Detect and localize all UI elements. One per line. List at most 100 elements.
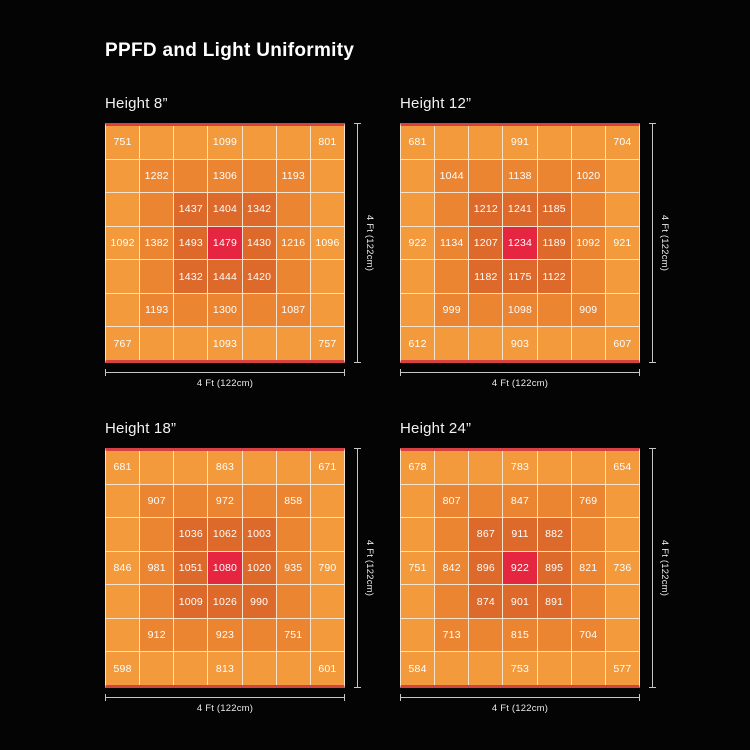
heatmap-cell: 753: [503, 652, 537, 685]
heatmap-cell: 751: [106, 126, 140, 159]
heatmap-cell: 990: [242, 585, 276, 618]
heatmap-grid: 678 783 654 807 847 769 867 911 882 751 842 896 922 8…: [400, 448, 640, 688]
heatmap-cell: [242, 159, 276, 193]
heatmap-cell: [537, 293, 571, 327]
heatmap-cell: [537, 327, 571, 360]
heatmap-cell: [401, 293, 435, 327]
heatmap-cell: [140, 451, 174, 484]
heatmap-cell: [571, 518, 605, 551]
heatmap-cell: 1080: [208, 551, 242, 585]
heatmap-cell: 751: [401, 551, 435, 585]
heatmap-cell: 783: [503, 451, 537, 484]
heatmap-cell: [140, 126, 174, 159]
heatmap-cell: [242, 293, 276, 327]
heatmap-cell: 790: [310, 551, 344, 585]
heatmap-cell: [174, 451, 208, 484]
heatmap-cell: [174, 126, 208, 159]
heatmap-cell: 1036: [174, 518, 208, 551]
heatmap-cell: [537, 126, 571, 159]
heatmap-cell: [174, 327, 208, 360]
heatmap-cell: 1003: [242, 518, 276, 551]
heatmap-cell: 907: [140, 484, 174, 518]
y-axis-line: [354, 123, 361, 363]
panel-height-12: Height 12” 681 991 704 1044 1138 1020 1212 1241…: [400, 95, 700, 389]
heatmap-cell: 1138: [503, 159, 537, 193]
heatmap-cell: 815: [503, 618, 537, 652]
heatmap-cell: [401, 518, 435, 551]
panel-title-height-12: Height 12”: [400, 95, 472, 112]
heatmap-cell: 671: [310, 451, 344, 484]
heatmap-cell: 867: [469, 518, 503, 551]
heatmap-cell: [276, 652, 310, 685]
heatmap-cell: [310, 293, 344, 327]
heatmap-cell: 1182: [469, 260, 503, 293]
x-axis-line: [105, 369, 345, 376]
heatmap-cell: [310, 618, 344, 652]
heatmap-cell: 846: [106, 551, 140, 585]
heatmap-cell: [140, 260, 174, 293]
heatmap-cell: 1185: [537, 193, 571, 226]
heatmap-cell: [537, 484, 571, 518]
y-axis-label: 4 Ft (122cm): [659, 539, 670, 597]
heatmap-cell: 1099: [208, 126, 242, 159]
heatmap-cell: 895: [537, 551, 571, 585]
heatmap-cell: [174, 293, 208, 327]
heatmap-cell: [276, 451, 310, 484]
heatmap-cell: 577: [605, 652, 639, 685]
heatmap-cell: 598: [106, 652, 140, 685]
heatmap-cell: 842: [435, 551, 469, 585]
heatmap-cell: 751: [276, 618, 310, 652]
heatmap-cell: [140, 193, 174, 226]
heatmap-cell: 767: [106, 327, 140, 360]
heatmap-cell: 1092: [106, 226, 140, 260]
heatmap-cell: [310, 159, 344, 193]
heatmap-cell: 874: [469, 585, 503, 618]
heatmap-cell: 757: [310, 327, 344, 360]
heatmap-cell: [140, 652, 174, 685]
heatmap-cell: 922: [503, 551, 537, 585]
heatmap-cell: [106, 293, 140, 327]
heatmap-cell: 1193: [276, 159, 310, 193]
heatmap-cell: [276, 126, 310, 159]
panel-height-8: Height 8” 751 1099 801 1282 1306 1193 1437 1404…: [105, 95, 405, 389]
heatmap-cell: 912: [140, 618, 174, 652]
heatmap-cell: 1093: [208, 327, 242, 360]
heatmap-cell: [605, 159, 639, 193]
heatmap-cell: [435, 260, 469, 293]
heatmap-cell: [310, 518, 344, 551]
heatmap-cell: [469, 293, 503, 327]
heatmap-cell: [435, 451, 469, 484]
heatmap-cell: 896: [469, 551, 503, 585]
heatmap-cell: 769: [571, 484, 605, 518]
heatmap-cell: [174, 159, 208, 193]
x-axis-line: [105, 694, 345, 701]
heatmap-cell: [537, 451, 571, 484]
heatmap-cell: [276, 327, 310, 360]
heatmap-cell: [605, 518, 639, 551]
heatmap-cell: [469, 484, 503, 518]
heatmap-cell: 601: [310, 652, 344, 685]
heatmap-cell: [401, 159, 435, 193]
heatmap-cell: [435, 126, 469, 159]
heatmap-cell: 911: [503, 518, 537, 551]
heatmap-cell: 1404: [208, 193, 242, 226]
heatmap-cell: 847: [503, 484, 537, 518]
heatmap-cell: 1062: [208, 518, 242, 551]
heatmap-cell: 1342: [242, 193, 276, 226]
x-axis-label: 4 Ft (122cm): [491, 703, 549, 714]
panel-height-18: Height 18” 681 863 671 907 972 858 1036 1062 100…: [105, 420, 405, 714]
heatmap-cell: [106, 193, 140, 226]
heatmap-cell: 903: [503, 327, 537, 360]
y-axis-line: [649, 123, 656, 363]
heatmap-cell: [310, 585, 344, 618]
heatmap-cell: 863: [208, 451, 242, 484]
heatmap-cell: [242, 484, 276, 518]
heatmap-cell: [276, 518, 310, 551]
heatmap-cell: 1300: [208, 293, 242, 327]
heatmap-cell: [401, 484, 435, 518]
heatmap-cell: 901: [503, 585, 537, 618]
panel-title-height-8: Height 8”: [105, 95, 168, 112]
heatmap-cell: 999: [435, 293, 469, 327]
heatmap-cell: 1044: [435, 159, 469, 193]
heatmap-cell: [605, 193, 639, 226]
